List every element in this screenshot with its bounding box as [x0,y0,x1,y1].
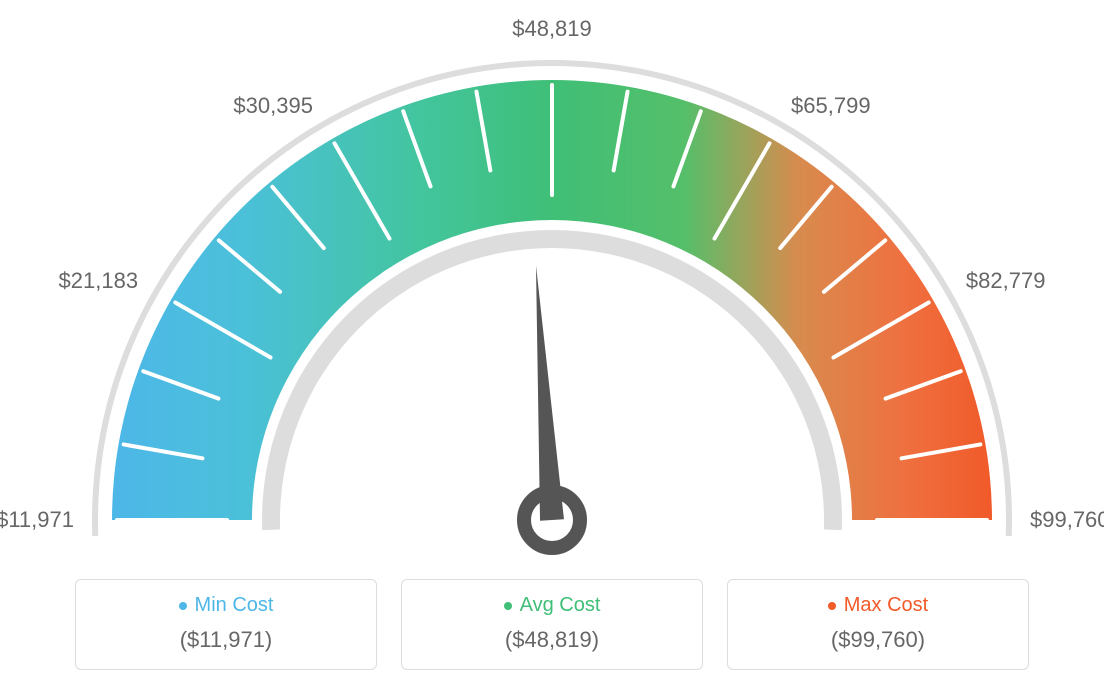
legend-max-title: Max Cost [844,594,928,617]
legend-min-value: ($11,971) [76,627,376,653]
legend-max-title-row: Max Cost [728,594,1028,617]
gauge-tick-label: $21,183 [59,268,139,294]
gauge-tick-label: $48,819 [512,16,592,42]
legend-max: Max Cost ($99,760) [727,579,1029,670]
legend-avg: Avg Cost ($48,819) [401,579,703,670]
legend-max-value: ($99,760) [728,627,1028,653]
chart-container: $11,971 $21,183 $30,395 $48,819 $65,799 $82,7… [0,0,1104,690]
dot-icon [179,602,187,610]
legend-min-title-row: Min Cost [76,594,376,617]
legend-min: Min Cost ($11,971) [75,579,377,670]
gauge-tick-label: $30,395 [233,93,313,119]
gauge-svg [0,0,1104,560]
dot-icon [828,602,836,610]
legend-row: Min Cost ($11,971) Avg Cost ($48,819) Ma… [0,579,1104,670]
gauge-tick-label: $11,971 [0,507,74,533]
gauge-tick-label: $65,799 [791,93,871,119]
gauge-area: $11,971 $21,183 $30,395 $48,819 $65,799 $82,7… [0,0,1104,560]
legend-avg-title-row: Avg Cost [402,594,702,617]
gauge-tick-label: $99,760 [1030,507,1104,533]
legend-min-title: Min Cost [195,594,274,617]
legend-avg-value: ($48,819) [402,627,702,653]
dot-icon [504,602,512,610]
legend-avg-title: Avg Cost [520,594,601,617]
gauge-tick-label: $82,779 [966,268,1046,294]
